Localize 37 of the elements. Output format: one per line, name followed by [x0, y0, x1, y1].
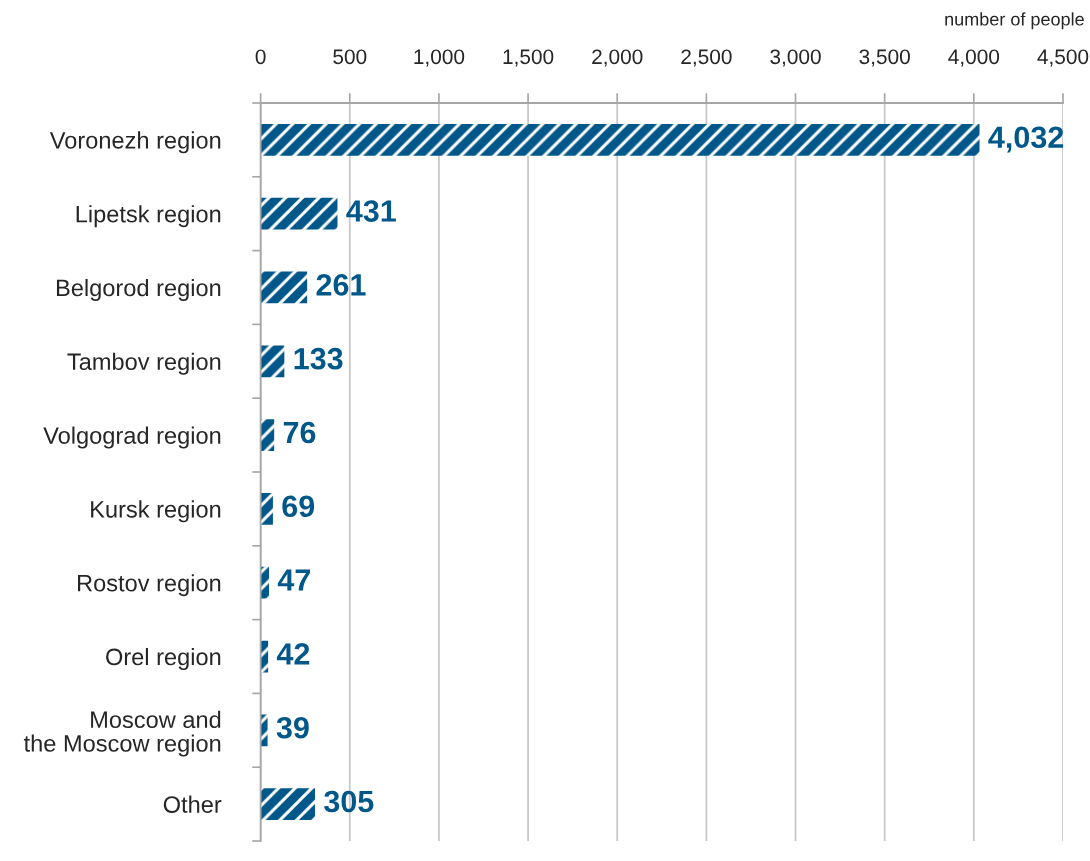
x-tick-label: 4,500: [1037, 49, 1089, 67]
y-tick-label: Belgorod region: [56, 278, 221, 301]
y-tick-label: Voronezh region: [49, 131, 221, 154]
data-label: 69: [282, 495, 315, 518]
y-tick-label: Lipetsk region: [76, 205, 221, 228]
x-axis-title: number of people: [945, 12, 1084, 30]
y-tick-label: Moscow and the Moscow region: [23, 710, 221, 757]
data-label: 4,032: [988, 126, 1064, 153]
data-label: 133: [294, 347, 343, 370]
x-tick-label: 1,000: [414, 49, 465, 67]
y-tick-label: Volgograd region: [43, 426, 221, 449]
data-label: 76: [283, 421, 316, 444]
data-label: 261: [316, 274, 366, 296]
x-tick-label: 3,500: [859, 49, 910, 67]
x-tick-label: 1,500: [503, 49, 554, 67]
y-tick-label: Kursk region: [91, 500, 221, 523]
data-label: 39: [276, 716, 309, 739]
y-tick-label: Rostov region: [78, 574, 221, 597]
bar: [260, 345, 285, 378]
x-tick-label: 0: [255, 49, 266, 65]
x-tick-label: 3,000: [770, 49, 821, 67]
bar: [260, 788, 315, 820]
y-tick-label: Tambov region: [67, 352, 221, 375]
data-label: 47: [277, 569, 310, 591]
y-tick-label: Other: [163, 795, 222, 813]
data-label: 305: [324, 790, 374, 813]
data-label: 42: [276, 643, 310, 665]
bar: [260, 493, 273, 525]
x-tick-label: 4,000: [948, 49, 1000, 67]
x-tick-label: 500: [333, 49, 367, 65]
bar: [260, 271, 308, 304]
bar: [260, 124, 980, 156]
data-label: 431: [346, 200, 396, 222]
x-tick-label: 2,000: [592, 49, 643, 67]
bar: [260, 197, 338, 230]
y-tick-label: Orel region: [106, 647, 221, 670]
x-tick-label: 2,500: [681, 49, 732, 67]
